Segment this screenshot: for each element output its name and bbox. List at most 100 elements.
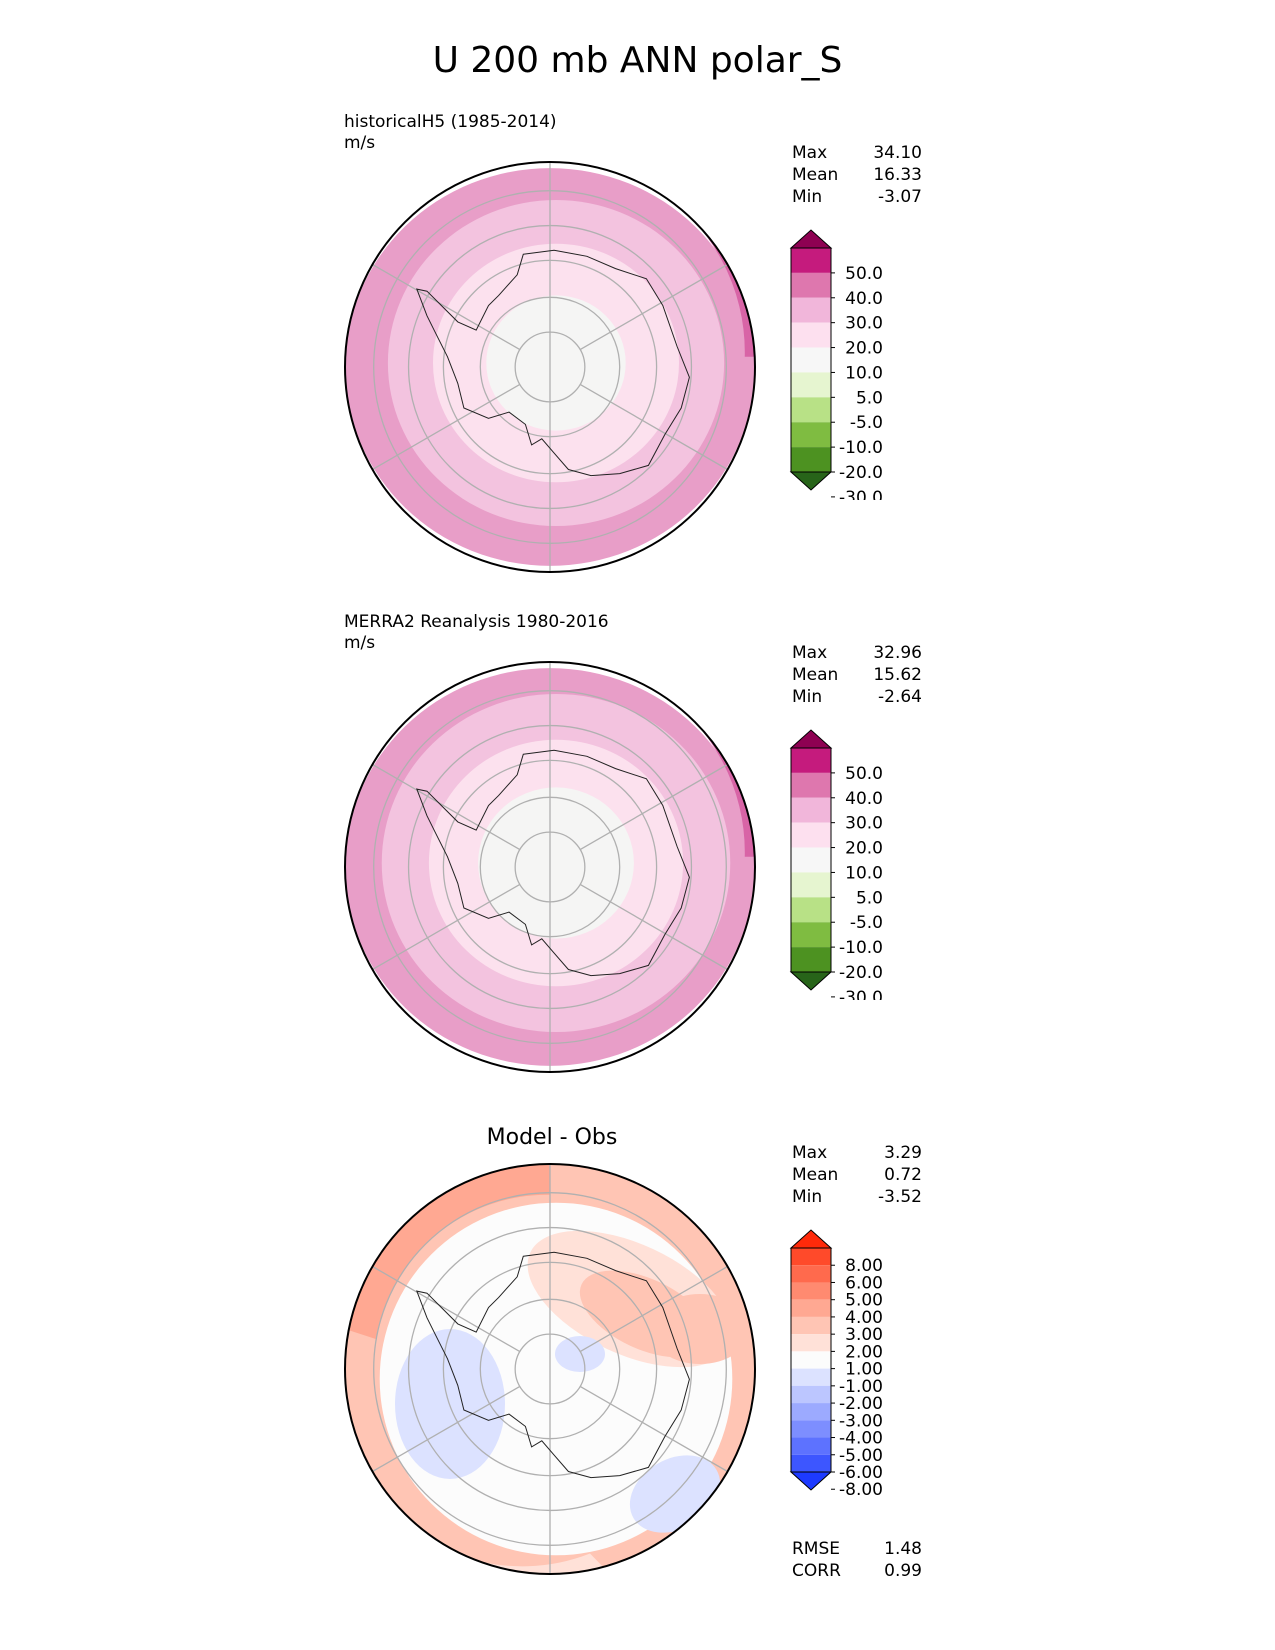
colorbar-swatch <box>791 748 831 773</box>
meridian-line <box>579 763 728 851</box>
field-band <box>345 1164 550 1339</box>
stat-min: Min -3.52 <box>792 1186 922 1208</box>
colorbar-tick-label: -30.0 <box>839 988 883 1000</box>
meridian-line <box>372 383 521 471</box>
colorbar-tick-label: 3.00 <box>845 1325 883 1345</box>
stat-value: 16.33 <box>873 165 922 185</box>
colorbar-tick-label: 8.00 <box>845 1256 883 1276</box>
stat-value: 34.10 <box>873 143 922 163</box>
map-border <box>344 661 756 1073</box>
colorbar: 50.0 40.0 30.0 20.0 10.0 5.0 -5.0 -10.0 -20.0 -30… <box>786 718 936 1058</box>
colorbar-extend-max <box>789 729 833 749</box>
meridian-line <box>579 383 728 471</box>
stat-label: Mean <box>792 1165 839 1185</box>
colorbar-swatch <box>791 1385 831 1404</box>
stat-mean: Mean 15.62 <box>792 664 922 686</box>
map-field <box>345 162 755 572</box>
colorbar-extend-min <box>789 471 833 491</box>
colorbar-extend-min <box>789 971 833 991</box>
stat-label: RMSE <box>792 1539 841 1559</box>
antarctica-coastline <box>416 1251 690 1479</box>
stats-box: Max 3.29 Mean 0.72 Min -3.52 <box>792 1142 922 1208</box>
colorbar-swatch <box>791 1248 831 1266</box>
colorbar-frame <box>790 1247 832 1473</box>
colorbar-tick-label: 2.00 <box>845 1342 883 1362</box>
stat-label: CORR <box>792 1561 841 1581</box>
colorbar-swatch <box>791 397 831 423</box>
colorbar-swatch <box>791 322 831 348</box>
field-band <box>650 1294 750 1364</box>
stats-box: Max 32.96 Mean 15.62 Min -2.64 <box>792 642 922 708</box>
stat-label: Min <box>792 187 823 207</box>
colorbar-tick-label: 50.0 <box>845 764 883 784</box>
antarctica-coastline <box>416 249 690 477</box>
colorbar-frame <box>790 747 832 973</box>
stat-min: Min -3.07 <box>792 186 922 208</box>
colorbar-swatch <box>791 248 831 273</box>
meridian-line <box>579 883 728 971</box>
field-band <box>478 787 634 939</box>
stat-label: Min <box>792 687 823 707</box>
stat-label: Max <box>792 643 828 663</box>
colorbar-swatch <box>791 1265 831 1283</box>
stat-mean: Mean 0.72 <box>792 1164 922 1186</box>
colorbar-tick-label: -10.0 <box>839 438 883 458</box>
colorbar-tick-label: -5.0 <box>850 413 883 433</box>
stat-corr: CORR 0.99 <box>792 1560 922 1582</box>
colorbar-tick-label: 10.0 <box>845 863 883 883</box>
stat-label: Max <box>792 143 828 163</box>
colorbar-tick-label: 30.0 <box>845 814 883 834</box>
colorbar-tick-label: -4.00 <box>839 1429 883 1449</box>
colorbar-tick-label: -10.0 <box>839 938 883 958</box>
colorbar-tick-label: 4.00 <box>845 1308 883 1328</box>
colorbar-tick-label: 20.0 <box>845 839 883 859</box>
colorbar-swatch <box>791 847 831 873</box>
panel-units: m/s <box>344 633 376 653</box>
map-field <box>345 1164 755 1574</box>
stat-label: Mean <box>792 665 839 685</box>
map-border <box>344 1163 756 1575</box>
colorbar-extend-max <box>789 1229 833 1249</box>
colorbar-swatch <box>791 872 831 898</box>
colorbar-swatch <box>791 1351 831 1369</box>
stat-max: Max 3.29 <box>792 1142 922 1164</box>
colorbar-swatch <box>791 947 831 972</box>
stat-label: Max <box>792 1143 828 1163</box>
colorbar-tick-label: 10.0 <box>845 363 883 383</box>
panel-units: m/s <box>344 133 376 153</box>
stat-max: Max 34.10 <box>792 142 922 164</box>
colorbar-swatch <box>791 772 831 798</box>
colorbar-swatch <box>791 922 831 948</box>
colorbar: 50.0 40.0 30.0 20.0 10.0 5.0 -5.0 -10.0 -20.0 -30… <box>786 218 936 558</box>
colorbar-tick-label: -1.00 <box>839 1377 883 1397</box>
colorbar-tick-label: -8.00 <box>839 1480 883 1500</box>
colorbar-tick-label: -20.0 <box>839 963 883 983</box>
stats-box: Max 34.10 Mean 16.33 Min -3.07 <box>792 142 922 208</box>
colorbar-tick-label: -5.00 <box>839 1446 883 1466</box>
polar-map <box>341 158 759 576</box>
colorbar-tick-label: -30.0 <box>839 488 883 500</box>
stat-label: Mean <box>792 165 839 185</box>
meridian-line <box>372 1385 521 1473</box>
antarctica-coastline <box>416 749 690 977</box>
polar-map <box>341 658 759 1076</box>
colorbar-swatch <box>791 372 831 398</box>
field-band <box>395 1329 505 1479</box>
stat-value: 15.62 <box>873 665 922 685</box>
colorbar-frame <box>790 247 832 473</box>
colorbar-tick-label: -3.00 <box>839 1411 883 1431</box>
polar-map <box>341 1160 759 1578</box>
colorbar-tick-label: -6.00 <box>839 1463 883 1483</box>
meridian-line <box>579 263 728 351</box>
colorbar-swatch <box>791 897 831 923</box>
colorbar-extend-max <box>789 229 833 249</box>
colorbar-swatch <box>791 1368 831 1386</box>
panel-title: Model - Obs <box>486 1125 618 1150</box>
colorbar-swatch <box>791 347 831 373</box>
colorbar-tick-label: 6.00 <box>845 1273 883 1293</box>
colorbar-tick-label: 5.00 <box>845 1291 883 1311</box>
stat-value: 0.99 <box>884 1561 922 1581</box>
colorbar-tick-label: 5.0 <box>856 888 883 908</box>
colorbar-swatch <box>791 1316 831 1335</box>
panel-title: historicalH5 (1985-2014) <box>344 112 557 132</box>
